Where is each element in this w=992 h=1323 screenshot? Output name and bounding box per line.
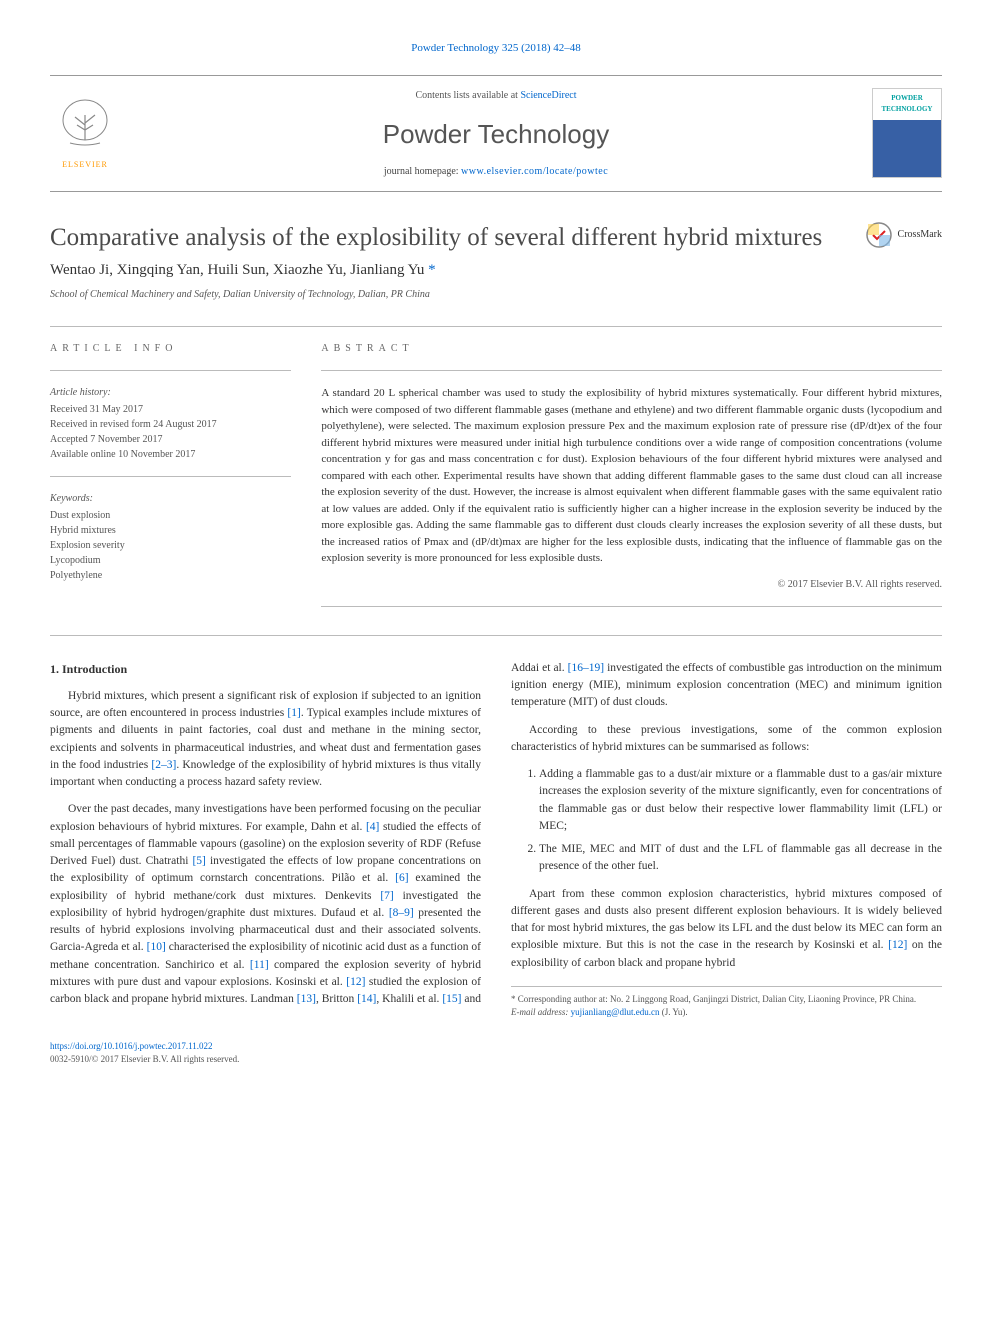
header-center: Contents lists available at ScienceDirec… <box>120 88 872 179</box>
list-item: Adding a flammable gas to a dust/air mix… <box>539 766 942 835</box>
crossmark-badge[interactable]: CrossMark <box>866 222 942 248</box>
citation-link[interactable]: [8–9] <box>389 907 414 919</box>
abstract-heading: ABSTRACT <box>321 341 942 356</box>
history-line: Received in revised form 24 August 2017 <box>50 417 291 432</box>
authors-names: Wentao Ji, Xingqing Yan, Huili Sun, Xiao… <box>50 262 428 278</box>
footnote-block: * Corresponding author at: No. 2 Linggon… <box>511 986 942 1020</box>
email-address[interactable]: yujianliang@dlut.edu.cn <box>571 1007 660 1017</box>
history-line: Received 31 May 2017 <box>50 402 291 417</box>
divider <box>50 635 942 636</box>
body-paragraph: According to these previous investigatio… <box>511 722 942 757</box>
abstract-column: ABSTRACT A standard 20 L spherical chamb… <box>321 341 942 621</box>
homepage-url[interactable]: www.elsevier.com/locate/powtec <box>461 166 608 177</box>
journal-header: ELSEVIER Contents lists available at Sci… <box>50 75 942 192</box>
journal-homepage-line: journal homepage: www.elsevier.com/locat… <box>120 164 872 179</box>
divider <box>50 326 942 327</box>
body-paragraph: Apart from these common explosion charac… <box>511 886 942 972</box>
divider <box>50 476 291 477</box>
article-history-block: Article history: Received 31 May 2017 Re… <box>50 385 291 462</box>
divider <box>321 606 942 607</box>
history-label: Article history: <box>50 385 291 400</box>
article-info-column: ARTICLE INFO Article history: Received 3… <box>50 341 291 621</box>
citation-link[interactable]: [12] <box>346 976 365 988</box>
abstract-copyright: © 2017 Elsevier B.V. All rights reserved… <box>321 577 942 592</box>
citation-link[interactable]: [15] <box>442 993 461 1005</box>
divider <box>321 370 942 371</box>
citation-link[interactable]: [2–3] <box>151 759 176 771</box>
journal-cover-thumb: POWDER TECHNOLOGY <box>872 88 942 178</box>
section-heading-intro: 1. Introduction <box>50 660 481 678</box>
article-body: 1. Introduction Hybrid mixtures, which p… <box>50 660 942 1020</box>
contents-prefix: Contents lists available at <box>415 90 520 101</box>
doi-link[interactable]: https://doi.org/10.1016/j.powtec.2017.11… <box>50 1040 942 1054</box>
journal-cover-title: POWDER TECHNOLOGY <box>877 93 937 114</box>
elsevier-tree-icon <box>55 95 115 155</box>
citation-link[interactable]: [12] <box>888 939 907 951</box>
citation-link[interactable]: [1] <box>287 707 300 719</box>
abstract-text: A standard 20 L spherical chamber was us… <box>321 385 942 567</box>
contents-available-line: Contents lists available at ScienceDirec… <box>120 88 872 103</box>
citation-link[interactable]: [11] <box>250 959 269 971</box>
citation-link[interactable]: [5] <box>192 855 205 867</box>
keyword: Lycopodium <box>50 553 291 568</box>
citation-link[interactable]: [16–19] <box>568 662 604 674</box>
homepage-prefix: journal homepage: <box>384 166 461 177</box>
summary-list: Adding a flammable gas to a dust/air mix… <box>531 766 942 876</box>
history-line: Available online 10 November 2017 <box>50 447 291 462</box>
article-info-heading: ARTICLE INFO <box>50 341 291 356</box>
keyword: Polyethylene <box>50 568 291 583</box>
title-row: Comparative analysis of the explosibilit… <box>50 222 942 253</box>
crossmark-icon <box>866 222 892 248</box>
keyword: Explosion severity <box>50 538 291 553</box>
keywords-block: Keywords: Dust explosion Hybrid mixtures… <box>50 491 291 583</box>
info-abstract-row: ARTICLE INFO Article history: Received 3… <box>50 341 942 621</box>
crossmark-label: CrossMark <box>898 227 942 242</box>
keyword: Dust explosion <box>50 508 291 523</box>
issn-copyright: 0032-5910/© 2017 Elsevier B.V. All right… <box>50 1053 942 1067</box>
corresponding-asterisk: * <box>428 262 436 278</box>
article-title: Comparative analysis of the explosibilit… <box>50 222 866 253</box>
keyword: Hybrid mixtures <box>50 523 291 538</box>
citation-link[interactable]: [4] <box>366 821 379 833</box>
history-line: Accepted 7 November 2017 <box>50 432 291 447</box>
corresponding-author-note: * Corresponding author at: No. 2 Linggon… <box>511 993 942 1007</box>
email-label: E-mail address: <box>511 1007 571 1017</box>
citation-link[interactable]: [13] <box>297 993 316 1005</box>
divider <box>50 370 291 371</box>
citation-link[interactable]: [7] <box>380 890 393 902</box>
sciencedirect-link[interactable]: ScienceDirect <box>520 90 576 101</box>
email-line: E-mail address: yujianliang@dlut.edu.cn … <box>511 1006 942 1020</box>
body-paragraph: Hybrid mixtures, which present a signifi… <box>50 688 481 792</box>
elsevier-label: ELSEVIER <box>62 159 108 171</box>
citation-link[interactable]: [14] <box>357 993 376 1005</box>
elsevier-logo: ELSEVIER <box>50 93 120 173</box>
citation-link[interactable]: [6] <box>395 872 408 884</box>
keywords-label: Keywords: <box>50 491 291 506</box>
list-item: The MIE, MEC and MIT of dust and the LFL… <box>539 841 942 876</box>
journal-citation-line: Powder Technology 325 (2018) 42–48 <box>50 40 942 57</box>
email-suffix: (J. Yu). <box>659 1007 687 1017</box>
citation-link[interactable]: [10] <box>147 941 166 953</box>
page-footer: https://doi.org/10.1016/j.powtec.2017.11… <box>50 1040 942 1067</box>
journal-name: Powder Technology <box>120 115 872 154</box>
authors-line: Wentao Ji, Xingqing Yan, Huili Sun, Xiao… <box>50 259 942 282</box>
affiliation: School of Chemical Machinery and Safety,… <box>50 287 942 302</box>
